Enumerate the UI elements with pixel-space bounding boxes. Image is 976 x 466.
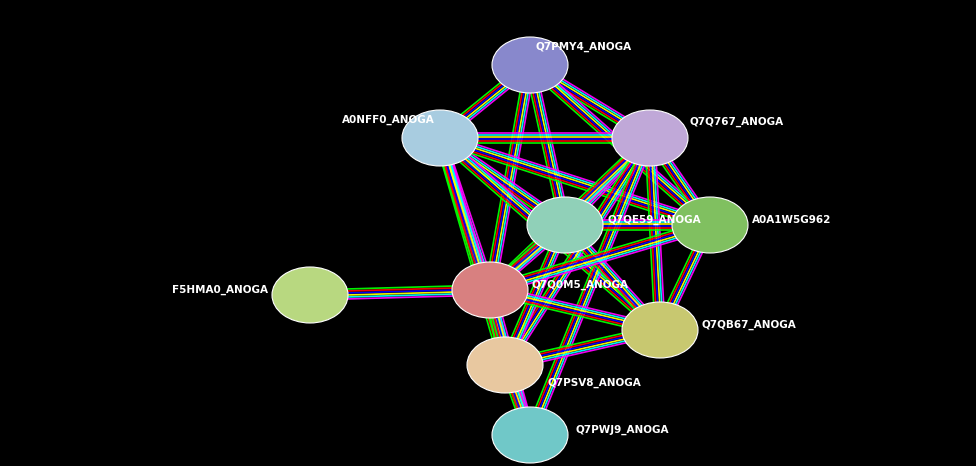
Text: Q7QB67_ANOGA: Q7QB67_ANOGA (702, 320, 796, 330)
Text: Q7PSV8_ANOGA: Q7PSV8_ANOGA (547, 378, 641, 388)
Ellipse shape (622, 302, 698, 358)
Ellipse shape (402, 110, 478, 166)
Ellipse shape (672, 197, 748, 253)
Text: Q7QE59_ANOGA: Q7QE59_ANOGA (607, 215, 701, 225)
Text: Q7Q0M5_ANOGA: Q7Q0M5_ANOGA (532, 280, 629, 290)
Ellipse shape (527, 197, 603, 253)
Text: Q7Q767_ANOGA: Q7Q767_ANOGA (690, 117, 784, 127)
Text: Q7PMY4_ANOGA: Q7PMY4_ANOGA (535, 42, 631, 52)
Ellipse shape (492, 37, 568, 93)
Ellipse shape (272, 267, 348, 323)
Ellipse shape (467, 337, 543, 393)
Text: F5HMA0_ANOGA: F5HMA0_ANOGA (172, 285, 268, 295)
Ellipse shape (492, 407, 568, 463)
Text: A0A1W5G962: A0A1W5G962 (752, 215, 832, 225)
Text: Q7PWJ9_ANOGA: Q7PWJ9_ANOGA (575, 425, 669, 435)
Ellipse shape (452, 262, 528, 318)
Ellipse shape (612, 110, 688, 166)
Text: A0NFF0_ANOGA: A0NFF0_ANOGA (343, 115, 435, 125)
